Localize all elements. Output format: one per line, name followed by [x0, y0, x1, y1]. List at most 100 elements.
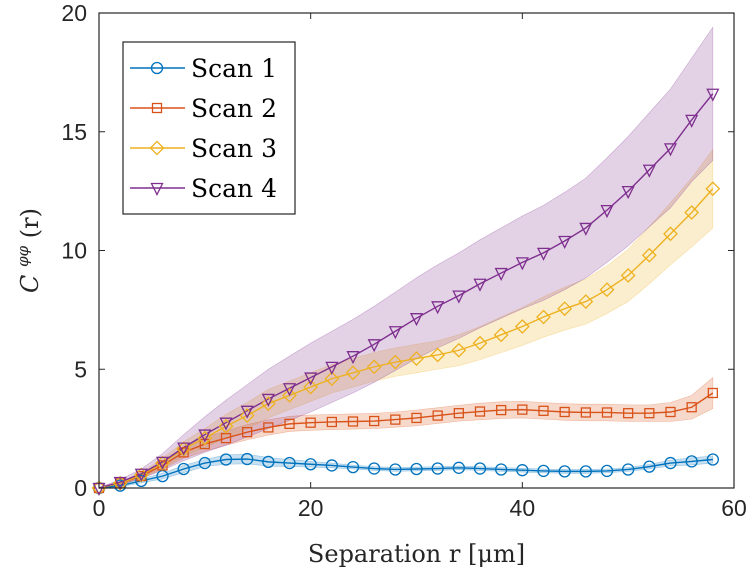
scan-1-point — [135, 474, 148, 488]
scan-2-point — [284, 418, 295, 430]
axis-ticks — [98, 12, 735, 489]
legend-scan-3-label: Scan 3 — [191, 134, 277, 163]
scan-1-point — [389, 463, 402, 476]
scan-3-point — [620, 268, 636, 283]
scan-3-point — [345, 365, 361, 381]
x-tick-label: 20 — [298, 495, 324, 521]
scan-1-point — [410, 462, 423, 476]
scan-4-point — [663, 143, 678, 157]
scan-2-point — [538, 405, 549, 416]
scan-4-point — [282, 383, 297, 397]
scan-2-point — [686, 402, 697, 413]
scan-3-point — [493, 327, 509, 343]
scan-4-point — [536, 247, 551, 261]
scan-3-point — [197, 430, 213, 446]
scan-2-point — [559, 406, 570, 418]
scan-4-point — [261, 393, 275, 407]
scan-3-point — [599, 282, 615, 298]
x-tick-label: 60 — [721, 495, 747, 521]
scan-3-point — [282, 387, 297, 403]
scan-3-point — [557, 301, 573, 317]
scan-1-point — [664, 456, 677, 470]
scan-1-point — [198, 456, 211, 470]
scan-2-point — [263, 422, 274, 433]
y-tick-label: 20 — [61, 0, 87, 26]
scan-4-point — [304, 372, 318, 386]
scan-2-point — [496, 404, 507, 416]
scan-2-point — [644, 408, 655, 419]
scan-1-point — [558, 465, 571, 478]
y-axis-title-main: C — [16, 275, 44, 293]
scan-2-point — [326, 416, 337, 428]
scan-2-point — [242, 427, 253, 438]
svg-text:C φφ (r): C φφ (r) — [14, 208, 44, 293]
scan-1-point — [304, 458, 317, 471]
scan-1-point — [516, 464, 529, 477]
scan-4-point — [473, 278, 487, 292]
scan-4-point — [388, 326, 402, 340]
scan-2-line — [98, 392, 714, 489]
scan-1-point — [431, 462, 444, 475]
scan-2-point — [453, 408, 464, 419]
scan-4-point — [325, 361, 339, 375]
scan-2-point — [517, 404, 528, 415]
scan-1-point — [495, 463, 508, 476]
scan-1-line — [98, 458, 713, 489]
legend-scan-1-label: Scan 1 — [191, 54, 277, 83]
scan-3-point — [430, 347, 446, 363]
scan-1-point — [346, 460, 360, 474]
legend-scan-4-label: Scan 4 — [191, 174, 277, 203]
axis-tick-labels: 0 20 40 60 0 5 10 15 20 — [61, 0, 746, 521]
scan-3-point — [514, 319, 530, 334]
scan-1-point — [579, 465, 592, 478]
scan-2-point — [411, 412, 422, 424]
y-axis-title-sup: φφ — [14, 245, 32, 267]
scan-3-point — [409, 351, 424, 366]
scan-3-point — [641, 247, 657, 263]
scan-1-point — [325, 459, 338, 472]
scan-3-point — [218, 418, 234, 434]
y-tick-label: 5 — [74, 356, 87, 382]
y-axis-title-arg: (r) — [16, 208, 44, 238]
scan-3-point — [472, 335, 488, 351]
scan-1-point — [241, 452, 254, 466]
scan-1-point — [368, 462, 381, 475]
plot-area: 0 20 40 60 0 5 10 15 20 — [61, 0, 746, 521]
scan-4-point — [579, 222, 593, 236]
scan-2-point — [369, 415, 380, 427]
scan-1-point — [283, 456, 296, 470]
scan-1-point — [685, 455, 698, 468]
scan-2-point — [347, 416, 359, 427]
scan-3-point — [239, 408, 255, 423]
x-tick-label: 0 — [93, 495, 106, 521]
y-axis-title: C φφ (r) — [14, 208, 44, 293]
scan-4-point — [642, 164, 656, 178]
scan-2-point — [474, 406, 486, 417]
scan-4-band — [98, 26, 714, 489]
scan-2-point — [623, 408, 634, 419]
scan-1-point — [600, 464, 614, 478]
scan-4-point — [452, 290, 466, 304]
legend-scan-4-marker — [150, 182, 164, 196]
series-lines — [98, 93, 714, 489]
legend: Scan 1 Scan 2 Scan 3 Scan 4 — [122, 41, 296, 215]
scan-4-point — [431, 301, 445, 315]
scan-1-point — [706, 453, 719, 466]
scan-1-point — [114, 479, 127, 492]
scan-4-point — [706, 88, 720, 102]
scan-4-point — [155, 456, 170, 470]
x-axis-title: Separation r [μm] — [308, 540, 525, 568]
scan-2-point — [707, 387, 718, 399]
scan-4-point — [515, 257, 529, 271]
x-tick-label: 40 — [510, 495, 536, 521]
scan-2-point — [580, 407, 591, 418]
scan-1-point — [177, 462, 190, 476]
scan-4-point — [494, 267, 508, 282]
scan-4-point — [558, 235, 572, 249]
scan-4-point — [621, 185, 635, 200]
scan-1-point — [537, 464, 550, 478]
scan-1-point — [219, 453, 233, 466]
scan-2-point — [390, 414, 401, 425]
scan-1-point — [643, 460, 656, 473]
scan-2-point — [199, 438, 210, 450]
